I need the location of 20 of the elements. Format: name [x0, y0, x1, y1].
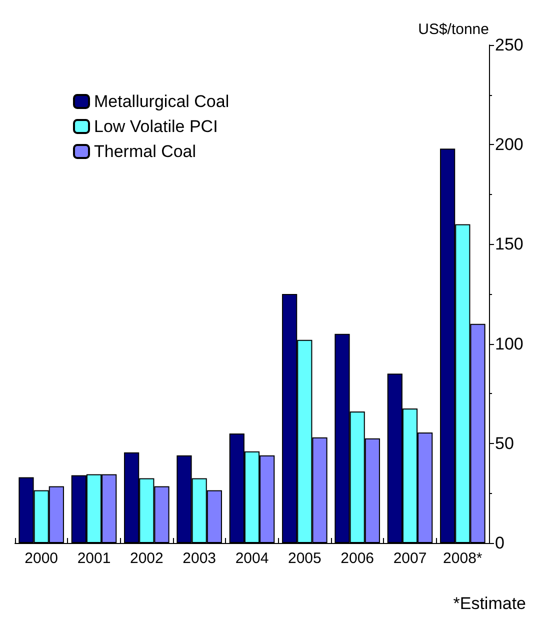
legend-label: Metallurgical Coal [94, 92, 230, 111]
y-axis-title: US$/tonne [418, 21, 489, 38]
y-tick-label: 200 [495, 135, 524, 154]
x-tick-label: 2005 [288, 550, 322, 567]
y-tick-label: 0 [495, 534, 504, 552]
y-tick-label: 50 [495, 434, 514, 453]
x-tick-label: 2006 [340, 550, 374, 567]
x-tick-label: 2003 [182, 550, 216, 567]
x-tick-label: 2002 [130, 550, 164, 567]
x-tick-label: 2000 [24, 550, 58, 567]
y-tick-label: 150 [495, 234, 524, 254]
x-tick-label: 2004 [235, 550, 269, 567]
x-tick-label: 2001 [77, 550, 111, 567]
y-tick-label: 250 [495, 36, 524, 54]
legend-label: Thermal Coal [94, 142, 196, 161]
legend-label: Low Volatile PCI [94, 117, 218, 136]
x-tick-label: 2008* [443, 550, 482, 567]
text: *Estimate [453, 594, 526, 613]
x-tick-label: 2007 [393, 550, 427, 567]
y-tick-label: 100 [495, 334, 524, 354]
